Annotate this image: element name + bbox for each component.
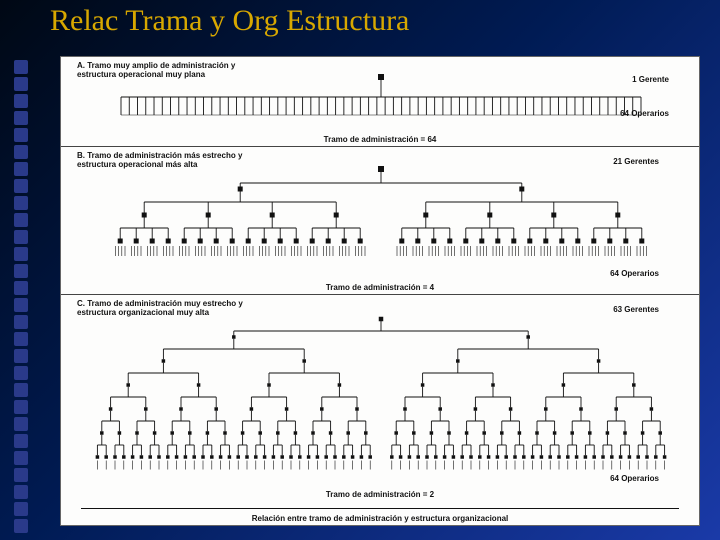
section-b-footer: Tramo de administración = 4 xyxy=(61,283,699,292)
sidebar-square xyxy=(14,213,28,227)
slide-background: Relac Trama y Org Estructura A. Tramo mu… xyxy=(0,0,720,540)
sidebar-square xyxy=(14,366,28,380)
sidebar-square xyxy=(14,434,28,448)
sidebar-square xyxy=(14,145,28,159)
sidebar-square xyxy=(14,298,28,312)
slide-title: Relac Trama y Org Estructura xyxy=(50,4,690,38)
sidebar-square xyxy=(14,468,28,482)
sidebar-square xyxy=(14,383,28,397)
section-c-tree xyxy=(61,313,701,493)
sidebar-square xyxy=(14,77,28,91)
section-b: B. Tramo de administración más estrecho … xyxy=(61,147,699,295)
sidebar-square xyxy=(14,417,28,431)
sidebar-square xyxy=(14,349,28,363)
sidebar-square xyxy=(14,264,28,278)
sidebar-square xyxy=(14,502,28,516)
diagram-panel: A. Tramo muy amplio de administración ye… xyxy=(60,56,700,526)
sidebar-square xyxy=(14,111,28,125)
sidebar-square xyxy=(14,451,28,465)
section-a-tree xyxy=(61,65,701,143)
sidebar-square xyxy=(14,60,28,74)
decorative-sidebar xyxy=(0,0,46,540)
sidebar-square xyxy=(14,315,28,329)
sidebar-square xyxy=(14,179,28,193)
sidebar-square xyxy=(14,400,28,414)
section-b-tree xyxy=(61,161,701,291)
caption-rule xyxy=(81,508,679,509)
figure-caption: Relación entre tramo de administración y… xyxy=(61,514,699,523)
sidebar-square xyxy=(14,196,28,210)
sidebar-square xyxy=(14,519,28,533)
sidebar-square xyxy=(14,230,28,244)
section-c-footer: Tramo de administración = 2 xyxy=(61,490,699,499)
sidebar-square xyxy=(14,162,28,176)
section-a-footer: Tramo de administración = 64 xyxy=(61,135,699,144)
sidebar-square xyxy=(14,485,28,499)
sidebar-square xyxy=(14,281,28,295)
sidebar-square xyxy=(14,332,28,346)
section-a: A. Tramo muy amplio de administración ye… xyxy=(61,57,699,147)
section-c: C. Tramo de administración muy estrecho … xyxy=(61,295,699,505)
sidebar-square xyxy=(14,128,28,142)
sidebar-square xyxy=(14,94,28,108)
sidebar-square xyxy=(14,247,28,261)
